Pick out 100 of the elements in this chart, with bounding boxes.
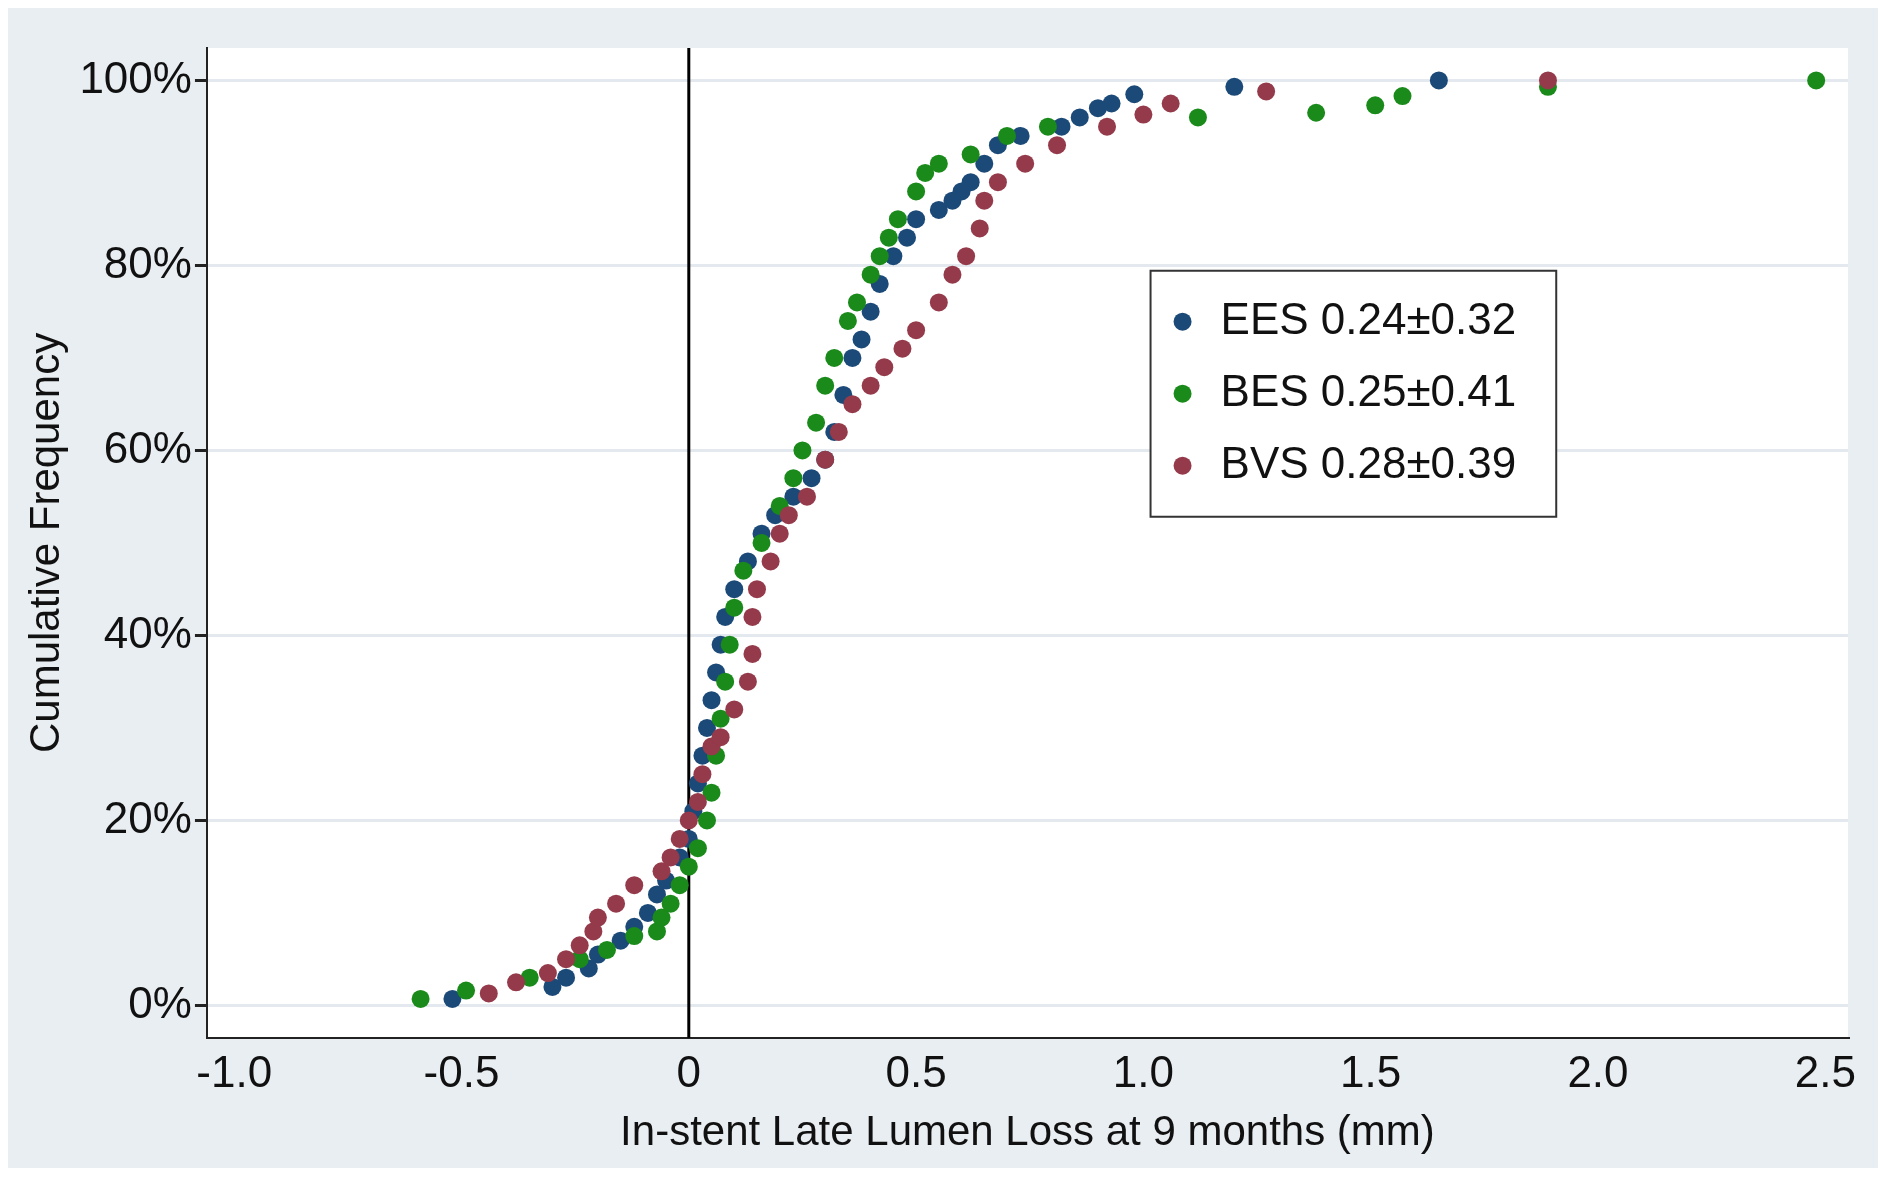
point (725, 598, 744, 617)
point (697, 811, 716, 830)
point (597, 940, 616, 959)
point (970, 219, 989, 238)
point (725, 580, 744, 599)
point (893, 339, 912, 358)
point (961, 173, 980, 192)
point (743, 607, 762, 626)
point (784, 469, 803, 488)
point (711, 709, 730, 728)
point (1038, 117, 1057, 136)
point (848, 293, 866, 312)
point (988, 173, 1007, 192)
point (1429, 71, 1448, 90)
point (1366, 96, 1385, 115)
point (557, 950, 576, 969)
y-tick-label: 60% (103, 422, 192, 472)
point (738, 672, 757, 691)
legend-label: BES 0.25±0.41 (1220, 365, 1517, 415)
point (661, 848, 680, 867)
y-tick-label: 20% (103, 792, 192, 842)
x-tick-label: 1.5 (1340, 1047, 1402, 1097)
legend-label: BVS 0.28±0.39 (1220, 437, 1517, 487)
point (702, 783, 721, 802)
point (716, 672, 735, 691)
point (802, 469, 821, 488)
point (1016, 154, 1035, 173)
point (688, 792, 707, 811)
point (907, 210, 926, 229)
x-tick-label: 0 (676, 1047, 702, 1097)
point (411, 989, 430, 1008)
point (861, 265, 880, 284)
point (898, 228, 916, 247)
x-tick-label: 0.5 (885, 1047, 947, 1097)
point (679, 857, 698, 876)
point (888, 210, 907, 229)
point (688, 839, 707, 858)
point (852, 330, 871, 349)
point (570, 936, 589, 955)
point (843, 395, 862, 414)
point (670, 829, 689, 848)
point (734, 561, 753, 580)
point (843, 348, 862, 367)
point (829, 422, 848, 441)
point (861, 302, 880, 321)
point (761, 552, 780, 571)
point (907, 182, 926, 201)
x-axis-title: In-stent Late Lumen Loss at 9 months (mm) (620, 1107, 1435, 1155)
point (725, 700, 744, 719)
point (702, 691, 721, 710)
point (588, 908, 607, 927)
point (647, 885, 666, 904)
y-axis-title: Cumulative Frequency (20, 332, 68, 753)
point (507, 973, 526, 992)
point (625, 876, 644, 895)
point (1393, 87, 1412, 106)
point (861, 376, 880, 395)
point (929, 200, 948, 219)
point (825, 348, 844, 367)
point (793, 441, 812, 460)
y-tick-label: 0% (128, 977, 192, 1027)
point (998, 126, 1017, 145)
point (625, 927, 644, 946)
point (1807, 71, 1826, 90)
point (779, 506, 798, 525)
point (652, 908, 671, 927)
y-tick-label: 80% (103, 237, 192, 287)
point (1307, 103, 1326, 122)
point (807, 413, 826, 432)
point (916, 163, 935, 182)
point (943, 265, 962, 284)
x-tick-label: -1.0 (196, 1047, 273, 1097)
point (584, 922, 603, 941)
point (747, 580, 766, 599)
point (1538, 71, 1557, 90)
point (838, 311, 857, 330)
point (961, 145, 980, 164)
point (752, 533, 771, 552)
point (1070, 108, 1089, 127)
point (1125, 85, 1144, 104)
point (1257, 82, 1276, 101)
point (975, 191, 994, 210)
point (557, 968, 576, 987)
x-tick-label: 1.0 (1112, 1047, 1174, 1097)
point (457, 981, 476, 1000)
point (697, 718, 716, 737)
point (443, 989, 462, 1008)
point (797, 487, 816, 506)
point (538, 964, 557, 983)
point (1225, 77, 1244, 96)
point (770, 524, 789, 543)
point (1188, 108, 1207, 127)
point (679, 811, 698, 830)
point (1161, 94, 1180, 113)
point (1048, 136, 1067, 155)
point (879, 228, 898, 247)
x-tick-label: -0.5 (423, 1047, 500, 1097)
point (743, 644, 762, 663)
point (1102, 94, 1121, 113)
point (816, 376, 835, 395)
